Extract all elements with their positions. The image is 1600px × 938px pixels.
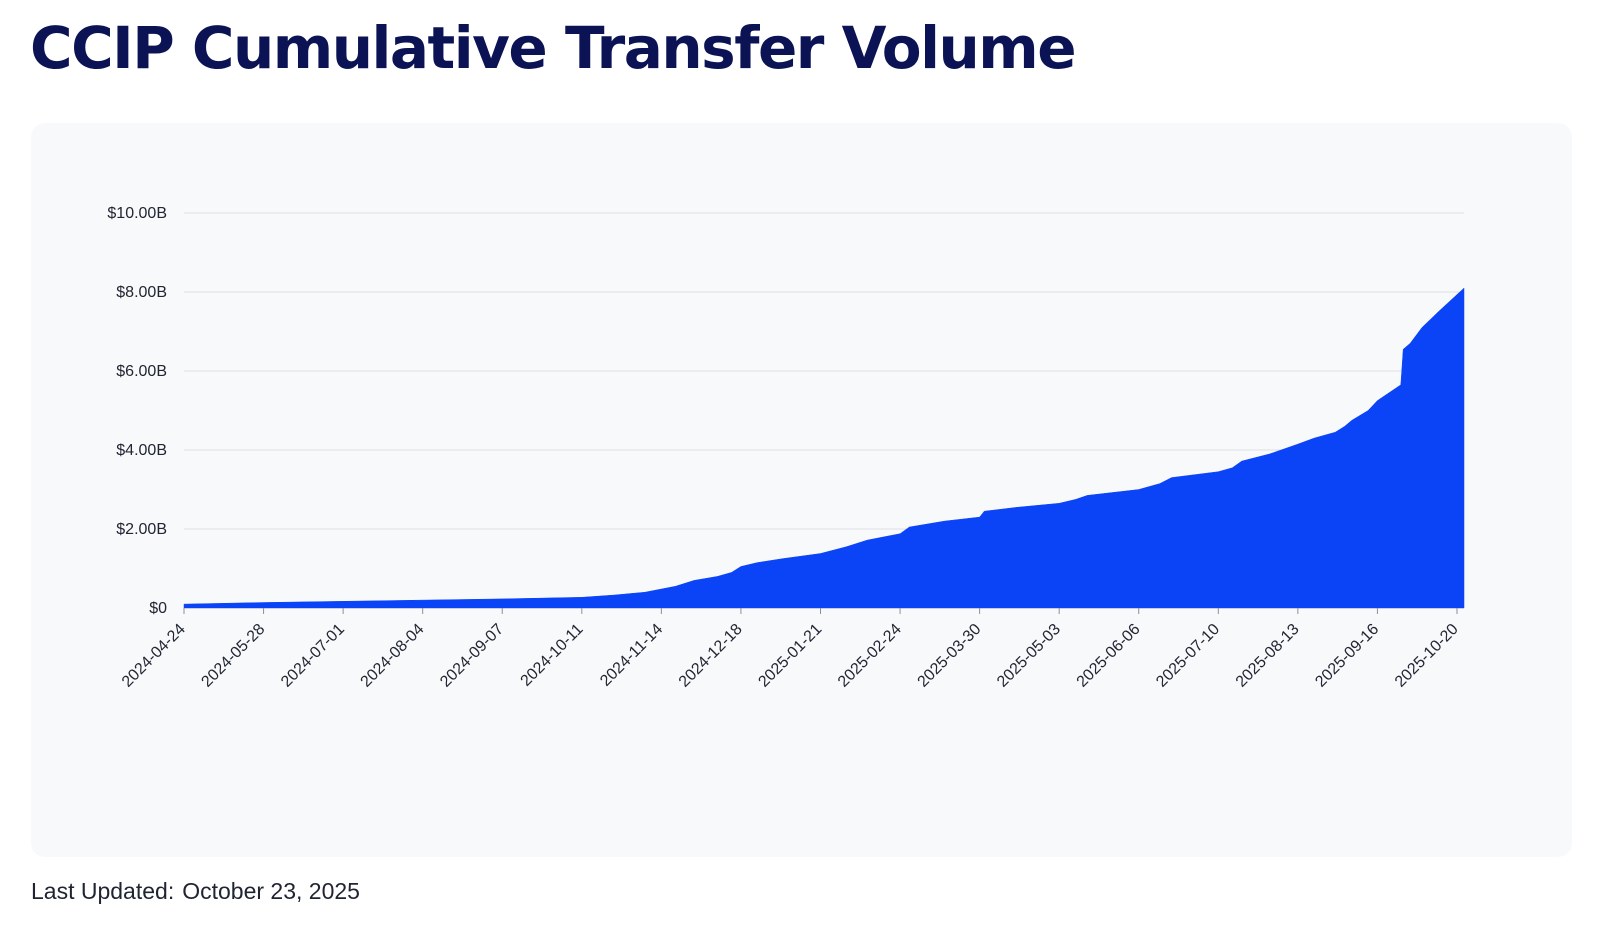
area-series-0	[183, 287, 1465, 609]
y-tick-label: $0	[149, 600, 167, 617]
cumulative-volume-chart: $0 $2.00B $4.00B $6.00B $8.00B $10.00B 2024-0…	[107, 205, 1465, 691]
x-tick-label: 2025-01-21	[755, 621, 825, 691]
x-tick-label: 2025-07-10	[1153, 621, 1223, 691]
page-title: CCIP Cumulative Transfer Volume	[30, 14, 1077, 82]
x-tick-label: 2025-05-03	[994, 621, 1064, 691]
y-tick-label: $10.00B	[107, 205, 167, 222]
x-axis-ticks: 2024-04-24 2024-05-28 2024-07-01 2024-08-04…	[119, 608, 1462, 691]
x-tick-label: 2025-02-24	[835, 621, 905, 691]
y-axis-ticks: $0 $2.00B $4.00B $6.00B $8.00B $10.00B	[107, 205, 167, 617]
y-tick-label: $2.00B	[116, 521, 167, 538]
last-updated: Last Updated: October 23, 2025	[31, 878, 360, 905]
x-tick-label: 2025-10-20	[1392, 621, 1462, 691]
y-tick-label: $6.00B	[116, 363, 167, 380]
x-tick-label: 2024-11-14	[597, 621, 666, 690]
x-tick-label: 2025-08-13	[1233, 621, 1303, 691]
x-tick-label: 2025-03-30	[915, 621, 985, 691]
x-tick-label: 2024-07-01	[278, 621, 348, 691]
y-tick-label: $4.00B	[116, 442, 167, 459]
x-tick-label: 2024-05-28	[198, 621, 268, 691]
x-tick-label: 2024-08-04	[358, 621, 428, 691]
last-updated-value: October 23, 2025	[182, 878, 360, 904]
x-tick-label: 2025-06-06	[1074, 621, 1144, 691]
x-tick-label: 2024-12-18	[676, 621, 746, 691]
x-tick-label: 2024-04-24	[119, 621, 189, 691]
y-tick-label: $8.00B	[116, 284, 167, 301]
x-tick-label: 2024-09-07	[437, 621, 507, 691]
chart-panel: $0 $2.00B $4.00B $6.00B $8.00B $10.00B 2024-0…	[31, 123, 1572, 857]
x-tick-label: 2025-09-16	[1312, 621, 1382, 691]
area-series	[183, 287, 1465, 609]
last-updated-label: Last Updated:	[31, 878, 175, 904]
x-tick-label: 2024-10-11	[518, 621, 587, 690]
